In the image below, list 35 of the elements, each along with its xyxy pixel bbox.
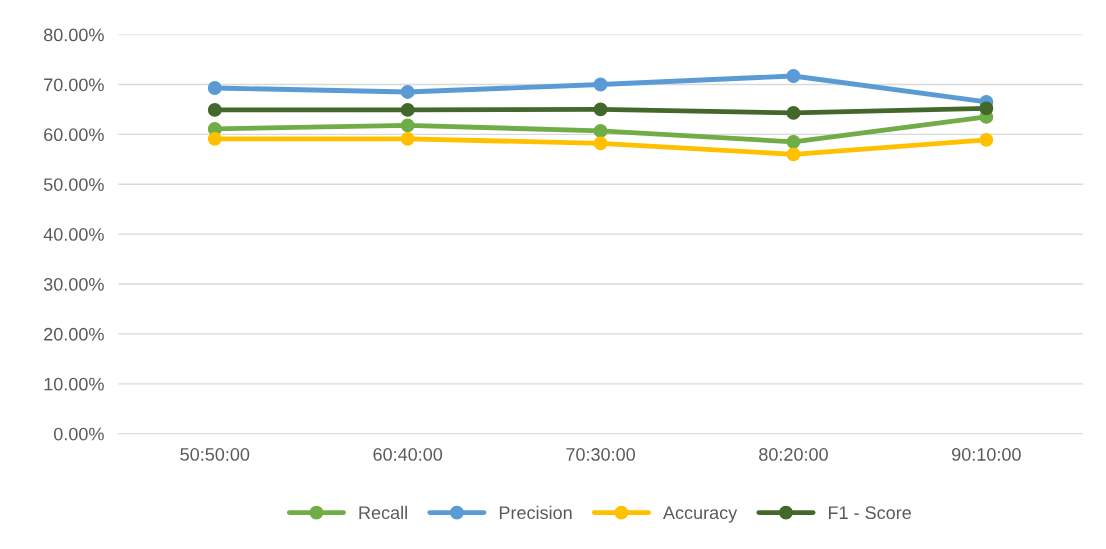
point [786, 69, 801, 83]
point [593, 77, 608, 92]
point [400, 131, 415, 146]
point [207, 81, 222, 95]
y-tick-label: 50.00% [43, 178, 104, 191]
y-tick-label: 80.00% [44, 28, 104, 42]
y-tick-label: 0.00% [53, 427, 104, 441]
point [786, 105, 801, 120]
point [593, 123, 608, 138]
point [786, 147, 801, 162]
y-tick-label: 30.00% [43, 277, 104, 291]
y-tick-label: 60.00% [44, 128, 104, 142]
legend-label: Accuracy [662, 506, 738, 523]
point [207, 131, 222, 146]
point [400, 118, 415, 133]
point [400, 85, 415, 99]
x-tick-label: 90:10:00 [952, 448, 1021, 461]
point [979, 132, 994, 147]
y-tick-label: 70.00% [44, 78, 104, 92]
point [786, 134, 801, 149]
y-tick-label: 10.00% [44, 377, 104, 391]
x-tick-label: 80:20:00 [759, 448, 828, 461]
x-tick-label: 50:50:00 [180, 448, 250, 461]
point [400, 102, 415, 117]
point [593, 136, 608, 151]
legend-label: Precision [499, 505, 572, 520]
point [207, 102, 222, 117]
legend-label: F1 - Score [828, 506, 911, 520]
x-tick-label: 70:30:00 [566, 448, 635, 461]
y-tick-label: 20.00% [44, 327, 104, 341]
y-tick-label: 40.00% [43, 228, 104, 241]
point [979, 101, 994, 116]
legend-label: Recall [359, 505, 407, 520]
point [593, 102, 608, 117]
x-tick-label: 60:40:00 [373, 448, 443, 461]
